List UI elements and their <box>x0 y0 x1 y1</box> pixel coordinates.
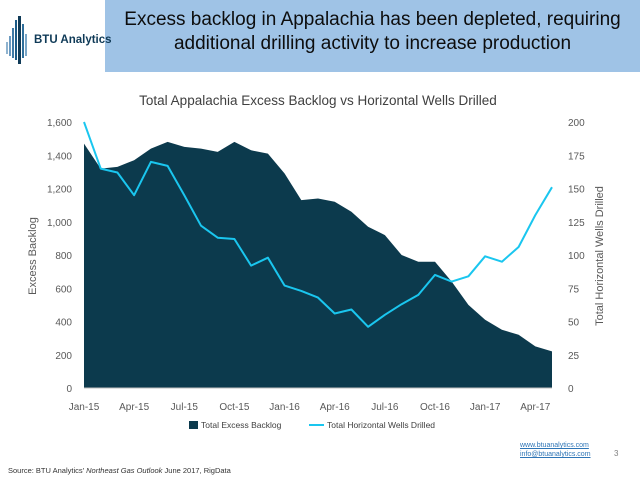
y2-tick-label: 100 <box>568 251 585 262</box>
source-suffix: June 2017, RigData <box>162 466 231 475</box>
y2-tick-label: 175 <box>568 151 585 162</box>
chart-title: Total Appalachia Excess Backlog vs Horiz… <box>139 93 497 108</box>
page-number: 3 <box>614 449 619 458</box>
y2-tick-label: 75 <box>568 284 580 295</box>
backlog-wells-chart: Total Appalachia Excess Backlog vs Horiz… <box>27 93 606 430</box>
y-tick-label: 200 <box>55 351 72 362</box>
headline-line-1: Excess backlog in Appalachia has been de… <box>124 9 621 30</box>
y-tick-label: 600 <box>55 284 72 295</box>
y-tick-label: 1,400 <box>47 151 72 162</box>
legend-label-wells: Total Horizontal Wells Drilled <box>327 420 435 430</box>
email-link[interactable]: info@btuanalytics.com <box>520 451 591 458</box>
x-tick-label: Jul-16 <box>371 402 399 413</box>
y2-axis-label: Total Horizontal Wells Drilled <box>594 186 606 326</box>
y-axis-label: Excess Backlog <box>27 217 39 295</box>
logo-bars-icon <box>6 16 27 64</box>
website-link[interactable]: www.btuanalytics.com <box>520 442 589 449</box>
source-publication: Northeast Gas Outlook <box>86 466 163 475</box>
y-tick-label: 0 <box>66 384 72 395</box>
legend-swatch-backlog <box>189 421 198 429</box>
y2-tick-label: 200 <box>568 118 585 129</box>
x-tick-label: Jan-15 <box>69 402 100 413</box>
y2-tick-label: 50 <box>568 318 580 329</box>
x-tick-label: Apr-16 <box>320 402 350 413</box>
y-tick-label: 1,600 <box>47 118 72 129</box>
x-tick-label: Jul-15 <box>171 402 199 413</box>
y2-tick-label: 25 <box>568 351 580 362</box>
y2-tick-label: 150 <box>568 185 585 196</box>
legend: Total Excess Backlog Total Horizontal We… <box>189 420 435 430</box>
legend-label-backlog: Total Excess Backlog <box>201 420 282 430</box>
y-tick-label: 1,000 <box>47 218 72 229</box>
x-tick-label: Apr-17 <box>520 402 550 413</box>
source-prefix: Source: BTU Analytics' <box>8 466 87 475</box>
x-tick-label: Jan-17 <box>470 402 501 413</box>
series-area-excess-backlog <box>84 141 552 388</box>
headline-line-2: additional drilling activity to increase… <box>173 33 572 54</box>
plot-area: 0 200 400 600 800 1,000 1,200 1,400 1,600 0 25 50 75… <box>47 118 585 413</box>
x-tick-label: Apr-15 <box>119 402 149 413</box>
x-tick-label: Oct-15 <box>219 402 249 413</box>
logo-text: BTU Analytics <box>34 34 112 46</box>
x-tick-label: Oct-16 <box>420 402 450 413</box>
y-tick-label: 1,200 <box>47 185 72 196</box>
series-line-horizontal-wells <box>83 121 553 328</box>
header-banner: BTU Analytics Excess backlog in Appalach… <box>0 0 640 72</box>
contact-links: www.btuanalytics.com info@btuanalytics.c… <box>520 441 591 459</box>
y2-tick-label: 0 <box>568 384 574 395</box>
x-tick-label: Jan-16 <box>269 402 300 413</box>
y2-tick-label: 125 <box>568 218 585 229</box>
logo: BTU Analytics <box>0 0 112 72</box>
slide-headline: Excess backlog in Appalachia has been de… <box>110 8 635 56</box>
y-tick-label: 800 <box>55 251 72 262</box>
y-tick-label: 400 <box>55 318 72 329</box>
source-note: Source: BTU Analytics' Northeast Gas Out… <box>8 466 231 475</box>
